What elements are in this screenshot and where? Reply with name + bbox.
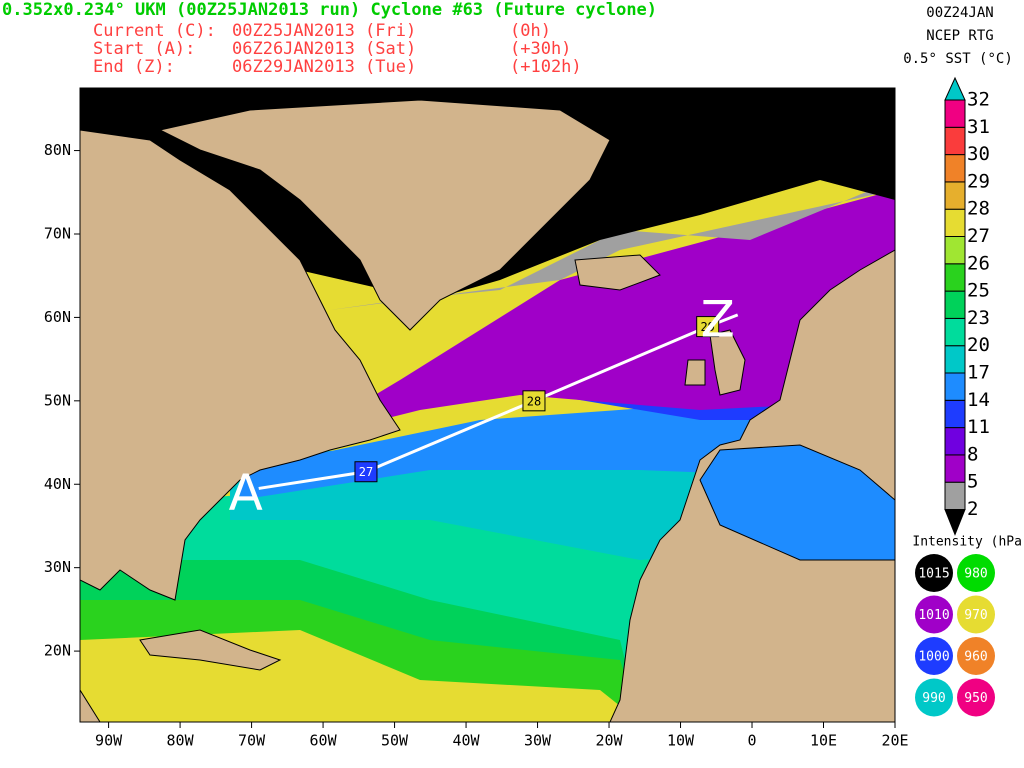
row-label: Current (C):: [93, 21, 216, 41]
x-tick-label: 10E: [810, 732, 837, 750]
intensity-label: 950: [964, 691, 987, 706]
colorbar-label: 17: [967, 362, 990, 384]
y-tick-label: 30N: [44, 558, 71, 576]
colorbar-label: 32: [967, 89, 990, 111]
y-tick-label: 60N: [44, 308, 71, 326]
colorbar-swatch: [944, 126, 966, 156]
intensity-label: 990: [922, 691, 945, 706]
track-end-label: A: [229, 464, 263, 522]
x-tick-label: 40W: [453, 732, 481, 750]
intensity-label: 980: [964, 567, 987, 582]
map-area: [80, 88, 895, 722]
colorbar-swatch: [944, 263, 966, 292]
colorbar-label: 30: [967, 143, 990, 165]
intensity-label: 1000: [918, 650, 949, 665]
track-end-label: Z: [701, 290, 735, 348]
row-hours: (+102h): [510, 57, 582, 77]
colorbar-label: 5: [967, 471, 978, 493]
map-frame: [79, 87, 896, 723]
colorbar-swatch: [944, 317, 966, 347]
intensity-label: 1010: [918, 608, 949, 623]
y-tick-label: 80N: [44, 141, 71, 159]
colorbar-label: 11: [967, 416, 990, 438]
x-tick-label: 60W: [310, 732, 338, 750]
colorbar-label: 25: [967, 280, 990, 302]
colorbar-swatch: [944, 99, 966, 128]
intensity-swatch: [915, 554, 953, 592]
y-tick-label: 40N: [44, 475, 71, 493]
colorbar-cap: [944, 76, 966, 101]
row-hours: (0h): [510, 21, 551, 41]
intensity-swatch: [957, 554, 995, 592]
track-point: [522, 390, 546, 412]
colorbar-swatch: [944, 345, 966, 374]
colorbar-swatch: [944, 208, 966, 237]
intensity-swatch: [957, 678, 995, 717]
y-tick-label: 20N: [44, 642, 71, 660]
colorbar-label: 28: [967, 198, 990, 220]
colorbar-swatch: [944, 290, 966, 319]
x-tick-label: 0: [748, 732, 757, 750]
colorbar-swatch: [944, 181, 966, 210]
x-tick-label: 30W: [524, 732, 552, 750]
colorbar-cap: [944, 509, 966, 536]
colorbar-swatch: [944, 236, 966, 265]
x-tick-label: 20W: [595, 732, 623, 750]
colorbar-label: 29: [967, 170, 990, 192]
track-point: [696, 316, 720, 338]
x-tick-label: 20E: [881, 732, 908, 750]
colorbar-swatch: [944, 427, 966, 456]
row-hours: (+30h): [510, 39, 571, 59]
colorbar-label: 27: [967, 225, 990, 247]
colorbar-swatch: [944, 481, 966, 511]
track-point-label: 29: [700, 320, 714, 334]
intensity-swatch: [915, 637, 953, 675]
info: 0.5° SST (°C): [903, 51, 1013, 67]
x-tick-label: 10W: [667, 732, 695, 750]
x-tick-label: 90W: [95, 732, 123, 750]
intensity-swatch: [957, 595, 995, 634]
colorbar-label: 2: [967, 498, 978, 520]
row-date: 06Z29JAN2013 (Tue): [232, 57, 416, 77]
row-label: End (Z):: [93, 57, 175, 77]
x-tick-label: 80W: [167, 732, 195, 750]
colorbar-label: 23: [967, 307, 990, 329]
row-date: 00Z25JAN2013 (Fri): [232, 21, 416, 41]
track-point-label: 28: [527, 394, 541, 408]
intensity-label: 1015: [918, 567, 949, 582]
intensity-swatch: [957, 637, 995, 675]
y-tick-label: 50N: [44, 391, 71, 409]
intensity-label: 960: [964, 650, 987, 665]
colorbar-label: 26: [967, 252, 990, 274]
colorbar-swatch: [944, 372, 966, 401]
intensity-title: Intensity (hPa):: [912, 535, 1024, 550]
info: 00Z24JAN: [926, 5, 993, 21]
intensity-label: 970: [964, 608, 987, 623]
track-point-label: 27: [359, 465, 373, 479]
intensity-swatch: [915, 595, 953, 634]
colorbar-swatch: [944, 454, 966, 483]
row-date: 06Z26JAN2013 (Sat): [232, 39, 416, 59]
colorbar-label: 20: [967, 334, 990, 356]
colorbar-label: 14: [967, 389, 990, 411]
info: NCEP RTG: [926, 28, 993, 44]
row-label: Start (A):: [93, 39, 195, 59]
title: 0.352x0.234° UKM (00Z25JAN2013 run) Cycl…: [2, 0, 657, 20]
track-point: [354, 461, 378, 483]
colorbar-label: 8: [967, 443, 978, 465]
y-tick-label: 70N: [44, 224, 71, 242]
colorbar-swatch: [944, 399, 966, 429]
colorbar-label: 31: [967, 116, 990, 138]
intensity-swatch: [915, 678, 953, 717]
x-tick-label: 50W: [381, 732, 409, 750]
colorbar-swatch: [944, 154, 966, 183]
x-tick-label: 70W: [238, 732, 266, 750]
